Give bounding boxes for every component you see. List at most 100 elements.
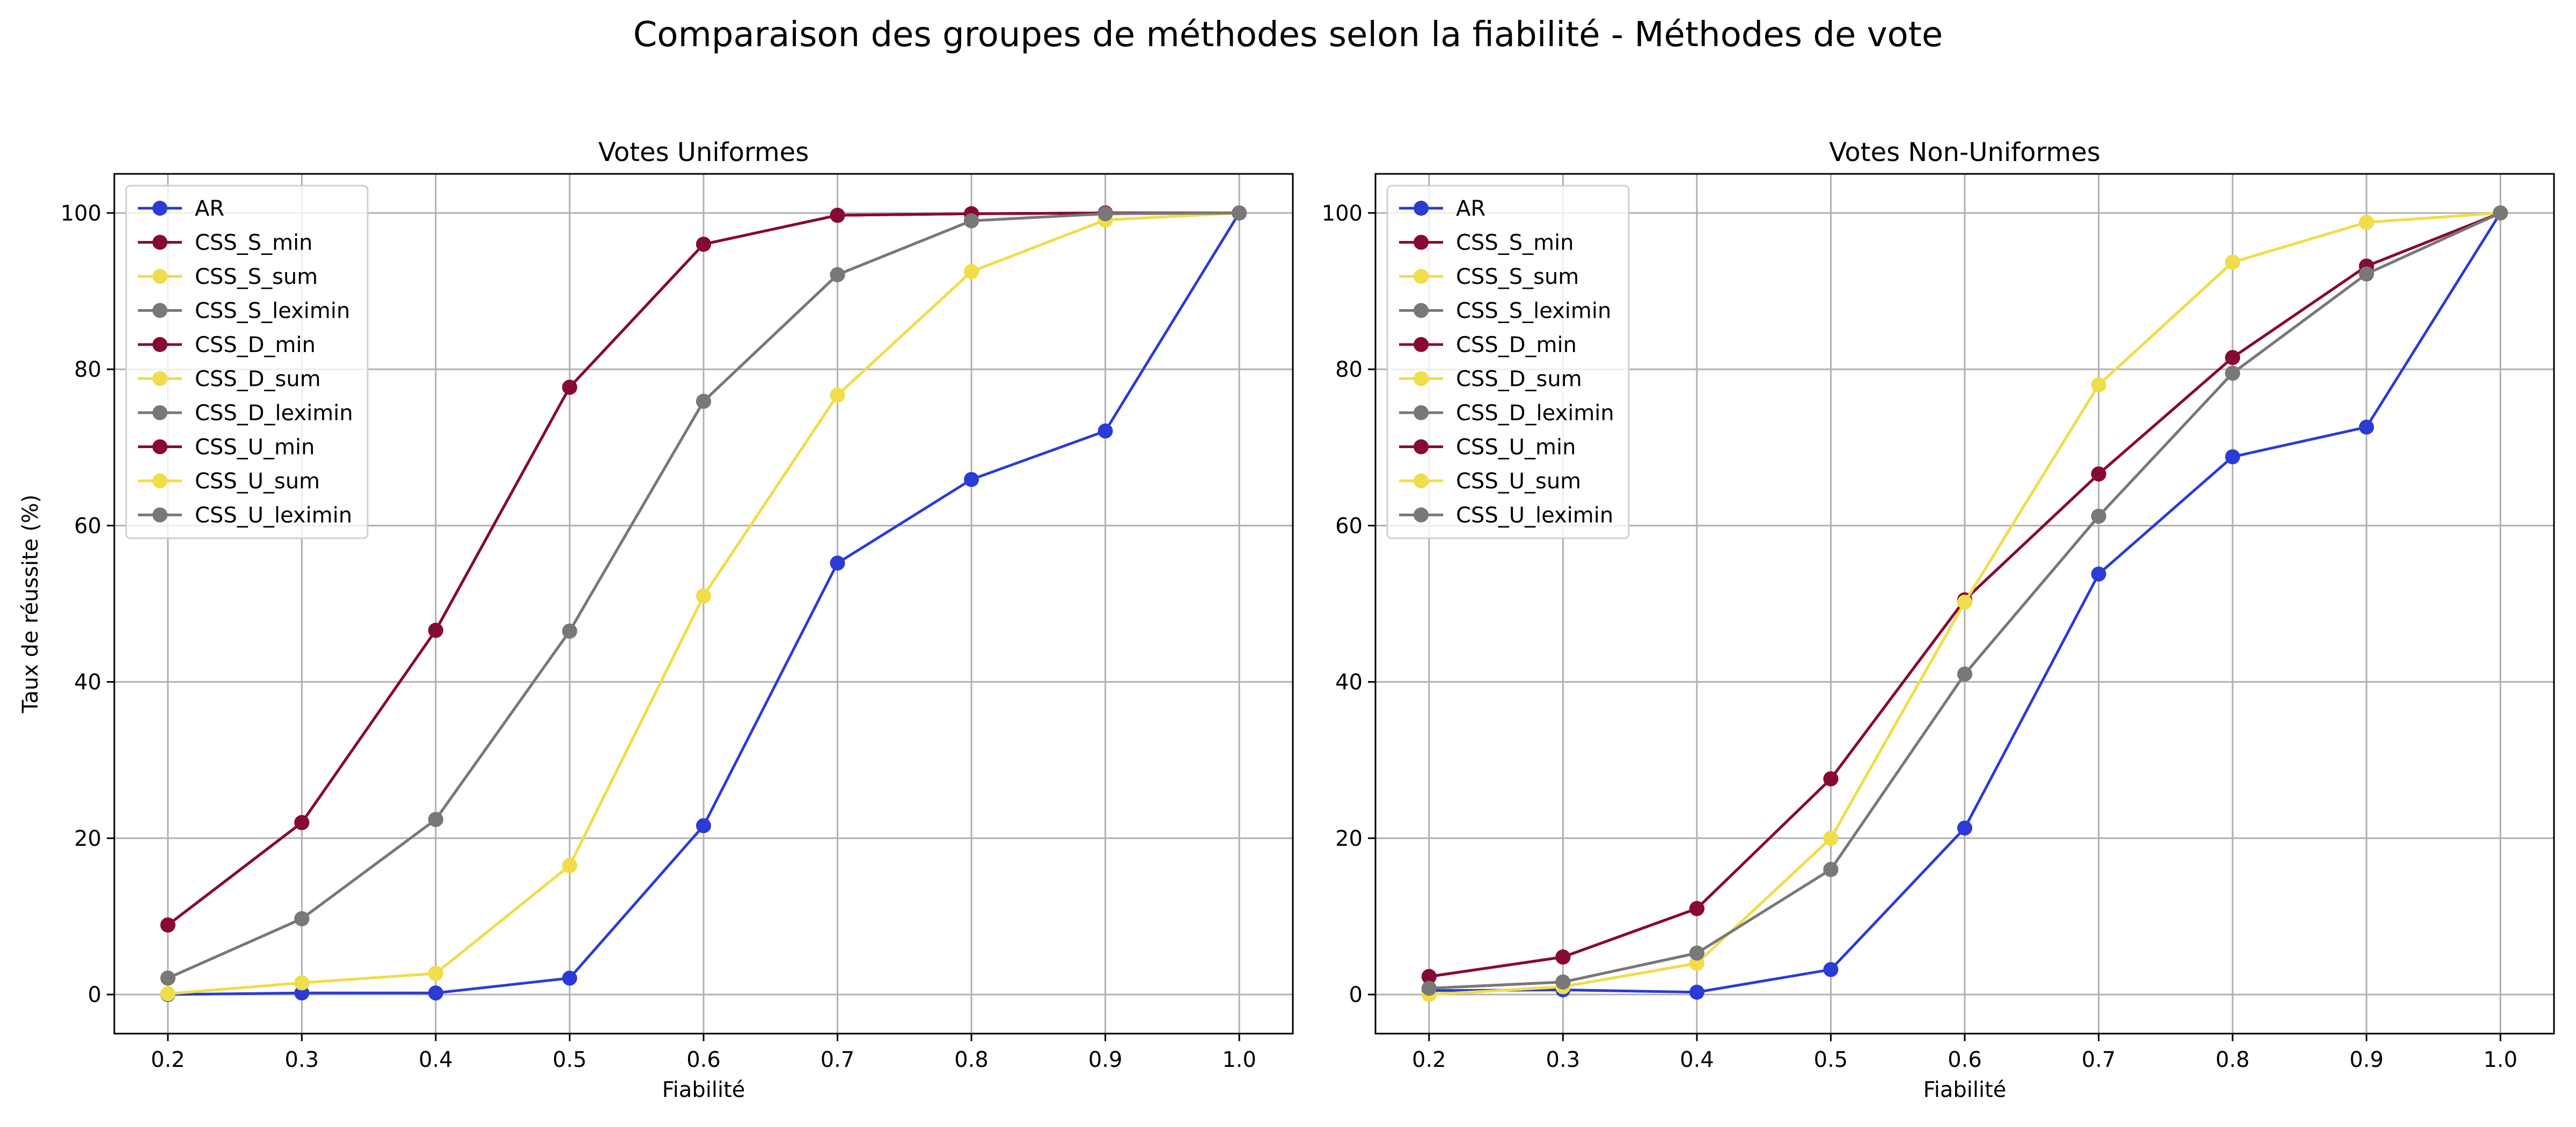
data-point xyxy=(2091,566,2106,582)
x-tick-label: 0.6 xyxy=(1948,1048,1982,1072)
data-point xyxy=(294,975,310,991)
subplot-1: 0.2 0.3 0.4 0.5 0.6 0.7 0.8 0.9 1.0 0 20 40 60 80 100 V… xyxy=(18,137,1294,1102)
data-point xyxy=(2359,419,2374,435)
axes-frame xyxy=(113,173,1294,1035)
data-point xyxy=(1555,974,1571,990)
data-point xyxy=(160,970,175,986)
x-tick-label: 1.0 xyxy=(2483,1048,2518,1072)
data-point xyxy=(428,965,443,981)
x-tick-label: 0.9 xyxy=(1088,1048,1123,1072)
legend-label: CSS_S_leximin xyxy=(195,299,350,324)
x-tick-label: 0.2 xyxy=(1412,1048,1446,1072)
y-tick-label: 60 xyxy=(1335,514,1363,538)
data-point xyxy=(1957,595,1972,610)
subplot-title: Votes Uniformes xyxy=(598,137,809,167)
legend-marker xyxy=(1414,439,1429,455)
data-point xyxy=(1232,205,1247,221)
legend-marker xyxy=(152,269,167,284)
legend-label: CSS_S_min xyxy=(1456,231,1574,255)
x-tick-label: 0.3 xyxy=(1546,1048,1580,1072)
data-point xyxy=(830,387,845,403)
x-tick-label: 0.5 xyxy=(553,1048,587,1072)
x-tick-label: 0.5 xyxy=(1814,1048,1848,1072)
data-point xyxy=(696,237,711,252)
legend-marker xyxy=(1414,337,1429,352)
data-point xyxy=(964,264,979,280)
y-tick-label: 80 xyxy=(1335,357,1363,382)
x-tick-label: 0.3 xyxy=(285,1048,319,1072)
data-point xyxy=(1421,969,1437,984)
data-point xyxy=(2091,466,2106,482)
legend: AR CSS_S_min CSS_S_sum CSS_S_leximin CSS_D_m… xyxy=(125,185,369,539)
data-point xyxy=(2225,449,2241,465)
legend-marker xyxy=(152,201,167,216)
data-point xyxy=(562,623,577,639)
subplot-2: 0.2 0.3 0.4 0.5 0.6 0.7 0.8 0.9 1.0 0 20 40 60 80 100 V… xyxy=(1322,137,2555,1102)
x-axis-label: Fiabilité xyxy=(662,1078,745,1102)
data-point xyxy=(964,472,979,487)
legend-marker xyxy=(152,303,167,318)
legend-box xyxy=(1386,185,1630,539)
data-point xyxy=(830,267,845,282)
x-axis-label: Fiabilité xyxy=(1923,1078,2007,1102)
y-tick-label: 60 xyxy=(74,514,101,538)
data-point xyxy=(696,588,711,604)
data-point xyxy=(1421,980,1437,996)
data-point xyxy=(1823,771,1839,787)
legend-box xyxy=(125,185,369,539)
legend: AR CSS_S_min CSS_S_sum CSS_S_leximin CSS_D_m… xyxy=(1386,185,1630,539)
legend-marker xyxy=(1414,405,1429,420)
data-point xyxy=(2091,377,2106,393)
y-tick-label: 40 xyxy=(74,670,101,695)
legend-marker xyxy=(152,337,167,352)
data-point xyxy=(2225,350,2241,365)
legend-label: AR xyxy=(1456,196,1485,221)
data-point xyxy=(562,970,577,986)
legend-label: CSS_S_min xyxy=(195,231,313,255)
y-tick-label: 80 xyxy=(74,357,101,382)
x-tick-label: 1.0 xyxy=(1222,1048,1256,1072)
series-CSS_U_min xyxy=(160,205,1247,933)
legend-label: CSS_D_sum xyxy=(195,367,321,392)
legend-label: CSS_D_min xyxy=(195,333,316,357)
legend-marker xyxy=(152,371,167,386)
legend-label: CSS_U_leximin xyxy=(195,503,352,528)
legend-marker xyxy=(152,439,167,455)
data-point xyxy=(1097,423,1113,439)
data-point xyxy=(294,911,310,926)
x-tick-label: 0.7 xyxy=(2082,1048,2116,1072)
data-point xyxy=(2359,215,2374,230)
legend-label: CSS_U_sum xyxy=(195,469,320,494)
data-point xyxy=(428,623,443,638)
legend-marker xyxy=(152,405,167,420)
data-point xyxy=(1097,206,1113,222)
y-tick-label: 20 xyxy=(74,826,101,851)
legend-label: CSS_S_leximin xyxy=(1456,299,1611,324)
legend-label: AR xyxy=(195,196,224,221)
x-tick-label: 0.7 xyxy=(821,1048,855,1072)
x-tick-label: 0.2 xyxy=(151,1048,185,1072)
legend-marker xyxy=(1414,303,1429,318)
data-point xyxy=(2225,254,2241,270)
data-point xyxy=(1957,820,1972,836)
legend-marker xyxy=(1414,235,1429,250)
data-point xyxy=(1689,984,1704,1000)
legend-label: CSS_S_sum xyxy=(195,265,318,289)
x-tick-label: 0.6 xyxy=(686,1048,721,1072)
data-point xyxy=(294,815,310,830)
y-tick-label: 40 xyxy=(1335,670,1363,695)
legend-label: CSS_D_sum xyxy=(1456,367,1582,392)
x-tick-label: 0.8 xyxy=(2215,1048,2250,1072)
legend-marker xyxy=(1414,201,1429,216)
legend-label: CSS_U_min xyxy=(1456,435,1576,460)
data-point xyxy=(830,555,845,571)
subplot-title: Votes Non-Uniformes xyxy=(1829,137,2100,167)
data-point xyxy=(160,917,175,933)
legend-label: CSS_D_leximin xyxy=(195,401,353,426)
data-point xyxy=(1823,830,1839,846)
legend-label: CSS_U_min xyxy=(195,435,314,460)
data-point xyxy=(1823,862,1839,877)
data-point xyxy=(562,379,577,395)
data-point xyxy=(696,818,711,833)
data-point xyxy=(964,213,979,229)
